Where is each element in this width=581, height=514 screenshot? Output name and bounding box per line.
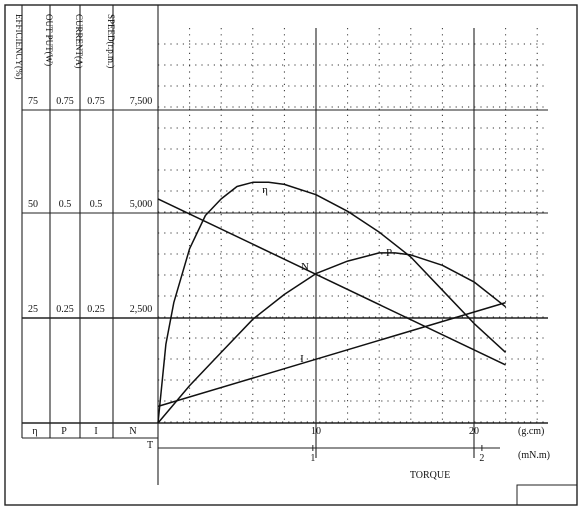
column-header: CURRENT(A)	[74, 14, 84, 69]
x-unit-mnm: (mN.m)	[518, 450, 550, 461]
x-tick-label-gcm: 20	[469, 426, 479, 437]
scale-value: 75	[28, 96, 38, 107]
scale-labels: 75 0.75 0.75 7,500 50 0.5 0.5 5,000 25 0.25 0.25 2,…	[28, 96, 152, 437]
scale-value: 0.5	[90, 199, 103, 210]
x-tick-label-gcm: 10	[311, 426, 321, 437]
series-group: η N P I	[158, 182, 506, 423]
column-symbol: N	[129, 426, 136, 437]
scale-value: 0.25	[56, 304, 74, 315]
scale-value: 0.75	[56, 96, 74, 107]
series-label: P	[386, 247, 392, 259]
scale-value: 0.5	[59, 199, 72, 210]
x-tick-label-mnm: 1	[310, 453, 315, 464]
scale-value: 2,500	[130, 304, 153, 315]
scale-value: 25	[28, 304, 38, 315]
outer-frame	[5, 5, 577, 505]
scale-value: 50	[28, 199, 38, 210]
column-header: OUT PUT(W)	[44, 14, 54, 66]
scale-value: 0.25	[87, 304, 105, 315]
column-symbol: η	[32, 426, 37, 437]
scale-value: 0.75	[87, 96, 105, 107]
column-headers: EFFICIENCY(%) OUT PUT(W) CURRENT(A) SPEED(r…	[14, 14, 116, 80]
series-line	[158, 182, 506, 423]
chart-frame	[5, 5, 577, 505]
scale-value: 5,000	[130, 199, 153, 210]
column-symbol: I	[94, 426, 97, 437]
x-axis-title: TORQUE	[410, 470, 450, 481]
corner-box	[517, 485, 577, 505]
scale-value: 7,500	[130, 96, 153, 107]
column-symbol: P	[61, 426, 67, 437]
x-tick-label-mnm: 2	[479, 453, 484, 464]
grid	[158, 28, 548, 423]
series-line	[158, 199, 506, 365]
series-label: η	[262, 184, 268, 196]
x-axis: T 10 20 (g.cm) 1 2 (mN.m) TORQUE	[147, 426, 550, 481]
series-label: I	[300, 353, 304, 365]
series-label: N	[301, 261, 309, 273]
column-header: SPEED(r.p.m.)	[106, 14, 116, 68]
x-unit-gcm: (g.cm)	[518, 426, 544, 437]
scale-lines	[22, 5, 548, 485]
origin-label: T	[147, 440, 153, 451]
column-header: EFFICIENCY(%)	[14, 14, 24, 80]
